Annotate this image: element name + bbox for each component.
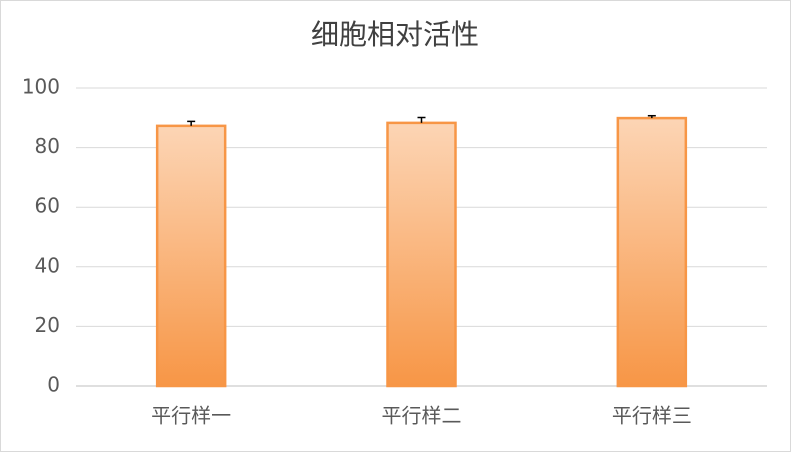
- x-tick-label: 平行样二: [382, 404, 462, 428]
- y-tick-label: 40: [35, 253, 60, 277]
- y-tick-label: 0: [47, 373, 60, 397]
- y-tick-label: 20: [35, 313, 60, 337]
- y-tick-label: 80: [35, 134, 60, 158]
- y-tick-label: 60: [35, 194, 60, 218]
- y-tick-label: 100: [22, 75, 60, 99]
- bar: [386, 121, 457, 388]
- bar: [616, 116, 688, 388]
- x-tick-label: 平行样三: [612, 404, 692, 428]
- bar: [155, 124, 227, 388]
- chart-title: 细胞相对活性: [311, 18, 479, 51]
- x-tick-label: 平行样一: [151, 404, 231, 428]
